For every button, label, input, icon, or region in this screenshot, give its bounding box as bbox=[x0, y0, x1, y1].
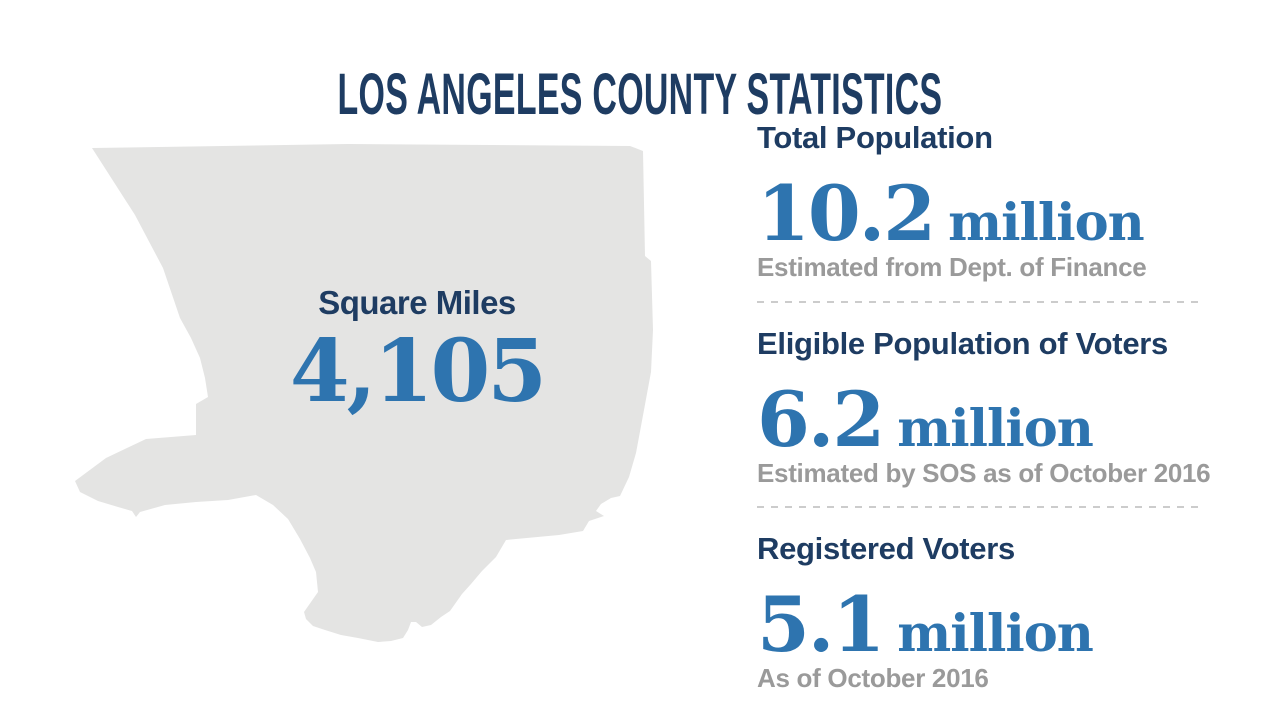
stat-note: Estimated by SOS as of October 2016 bbox=[757, 458, 1211, 489]
stat-number: 5.1 bbox=[757, 580, 885, 670]
dashed-separator bbox=[757, 301, 1203, 303]
stat-block-total-population: Total Population 10.2 million Estimated f… bbox=[757, 119, 1217, 283]
page-title: LOS ANGELES COUNTY STATISTICS bbox=[0, 61, 1280, 127]
page-title-text: LOS ANGELES COUNTY STATISTICS bbox=[337, 61, 943, 127]
stat-value: 6.2 million bbox=[757, 382, 1217, 458]
square-miles-value: 4,105 bbox=[289, 321, 547, 422]
stat-block-eligible-voters: Eligible Population of Voters 6.2 million… bbox=[757, 325, 1217, 489]
square-miles-label: Square Miles bbox=[318, 284, 516, 321]
stat-label: Total Population bbox=[757, 120, 993, 155]
stat-number: 6.2 bbox=[757, 375, 885, 465]
stat-note: Estimated from Dept. of Finance bbox=[757, 252, 1147, 283]
stat-label: Eligible Population of Voters bbox=[757, 326, 1168, 361]
stat-value: 10.2 million bbox=[757, 176, 1217, 252]
stat-note: As of October 2016 bbox=[757, 663, 989, 694]
dashed-separator bbox=[757, 506, 1203, 508]
stat-number: 10.2 bbox=[757, 169, 936, 259]
stat-label: Registered Voters bbox=[757, 531, 1015, 566]
stat-unit: million bbox=[897, 399, 1094, 460]
stat-unit: million bbox=[897, 604, 1094, 665]
stat-block-registered-voters: Registered Voters 5.1 million As of Octob… bbox=[757, 530, 1217, 694]
la-county-map-shape bbox=[75, 144, 653, 642]
stat-unit: million bbox=[948, 193, 1145, 254]
stat-value: 5.1 million bbox=[757, 587, 1217, 663]
